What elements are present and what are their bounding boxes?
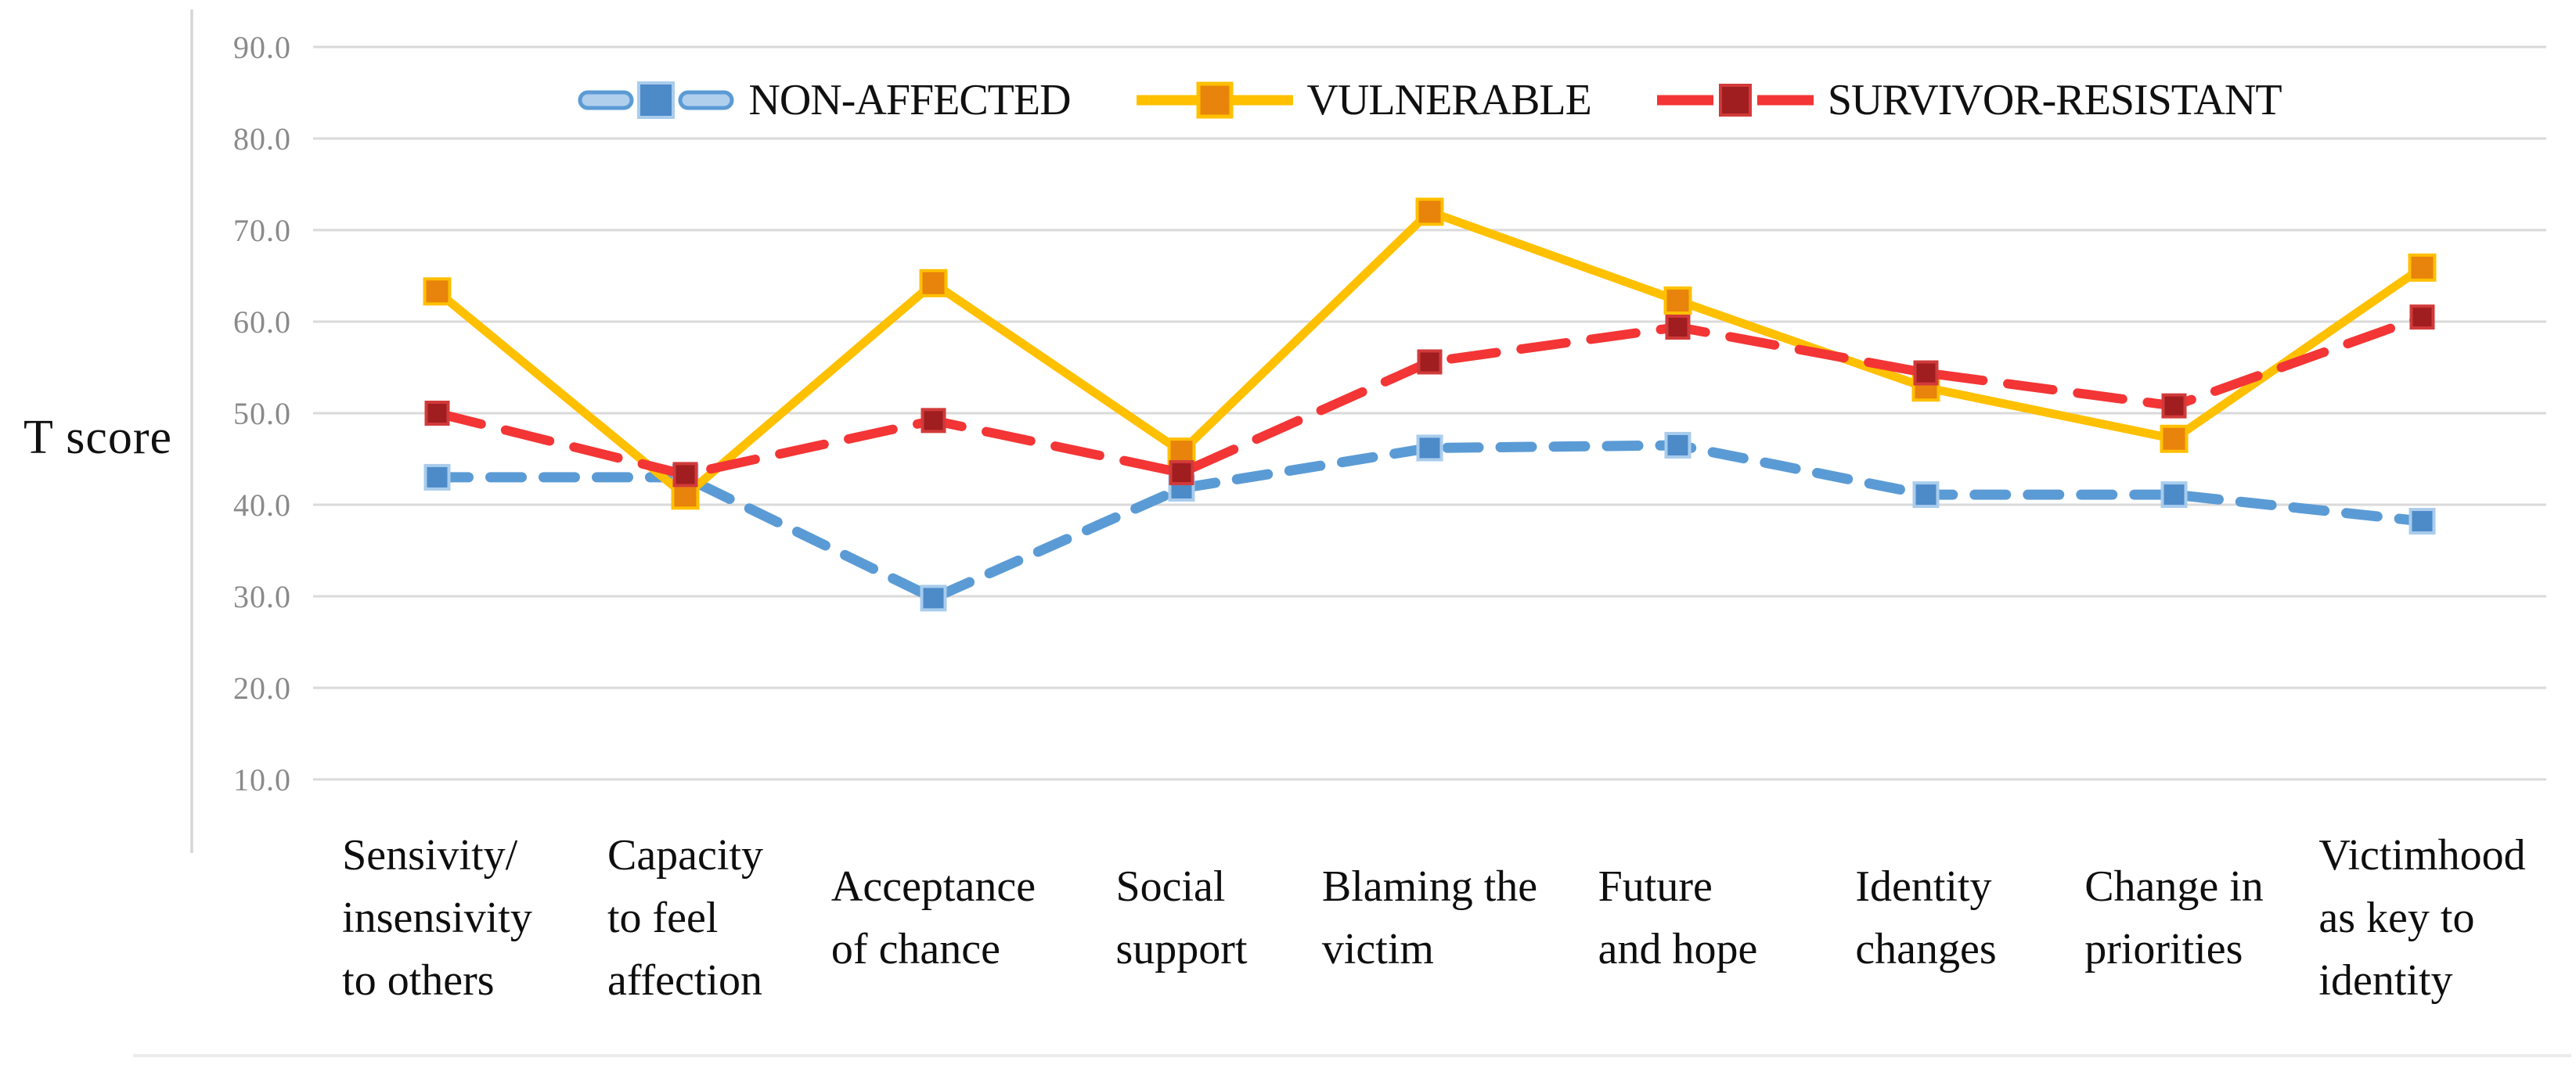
data-point-marker-vulnerable [671,481,700,510]
data-point-marker-non-affected [1664,431,1692,459]
data-point-marker-vulnerable [423,277,452,306]
y-axis-tick-label: 40.0 [233,488,291,523]
category-label-text: Sensivity/insensivity to others [342,831,532,1005]
legend-label-survivor-resistant: SURVIVOR-RESISTANT [1827,76,2282,124]
legend-label-vulnerable: VULNERABLE [1306,76,1592,124]
legend-line-marker-glyph [578,81,734,119]
category-label-text: Social support [1115,862,1248,973]
y-axis-tick-label: 70.0 [233,213,291,248]
legend-item-vulnerable: VULNERABLE [1136,75,1592,125]
legend-line-marker-glyph [1136,81,1293,119]
category-label-4: Social support [1041,804,1323,1031]
legend-swatch-vulnerable-icon [1136,77,1293,124]
category-label-text: Change in priorities [2084,862,2264,973]
y-axis-tick-label: 80.0 [233,121,291,157]
category-label-text: Blaming the victim [1321,862,1538,973]
data-point-marker-survivor-resistant [921,408,946,434]
data-point-marker-survivor-resistant [1417,349,1443,375]
legend-swatch-survivor-resistant-icon [1656,77,1814,124]
y-axis-tick-label: 50.0 [233,396,291,431]
legend-swatch-non-affected-icon [578,77,734,124]
data-point-marker-non-affected [1416,434,1443,462]
legend-label-non-affected: NON-AFFECTED [748,76,1071,124]
data-point-marker-non-affected [920,585,947,612]
category-label-text: Future and hope [1598,862,1758,973]
data-point-marker-vulnerable [1415,197,1444,226]
chart-legend: NON-AFFECTED VULNERABLE SURVIVOR-RESISTA… [313,75,2546,125]
data-point-marker-survivor-resistant [424,401,450,426]
data-point-marker-survivor-resistant [672,462,698,488]
data-point-marker-non-affected [1912,481,1940,509]
category-label-1: Sensivity/insensivity to others [297,804,578,1031]
category-label-text: Acceptance of chance [830,862,1036,973]
category-label-text: Capacity to feel affection [607,831,764,1005]
category-label-text: Victimhood as key to identity [2318,831,2526,1005]
data-point-marker-vulnerable [919,268,948,297]
data-point-marker-non-affected [2160,481,2188,509]
category-label-8: Change in priorities [2034,804,2315,1031]
x-axis-category-labels: Sensivity/insensivity to others Capacity to… [0,804,2576,1031]
data-point-marker-vulnerable [2408,253,2437,282]
y-axis-tick-label: 10.0 [233,762,291,797]
legend-item-survivor-resistant: SURVIVOR-RESISTANT [1656,75,2282,125]
y-axis-title: T score [23,411,173,464]
data-point-marker-survivor-resistant [2161,393,2187,419]
data-point-marker-survivor-resistant [1169,460,1194,486]
data-point-marker-survivor-resistant [1665,315,1691,340]
category-label-5: Blaming the victim [1289,804,1571,1031]
legend-item-non-affected: NON-AFFECTED [578,75,1072,125]
data-point-marker-survivor-resistant [1913,360,1939,386]
category-label-text: Identity changes [1855,862,1997,973]
data-point-marker-survivor-resistant [2409,304,2435,330]
data-point-marker-non-affected [423,463,451,491]
y-axis-tick-label: 30.0 [233,579,291,614]
category-label-9: Victimhood as key to identity [2282,804,2563,1031]
y-axis-tick-label: 90.0 [233,30,291,65]
category-label-7: Identity changes [1785,804,2067,1031]
legend-line-marker-glyph [1656,84,1814,117]
y-axis-tick-label: 20.0 [233,671,291,706]
data-point-marker-vulnerable [1663,286,1692,315]
data-point-marker-vulnerable [2160,424,2189,453]
category-label-6: Future and hope [1537,804,1819,1031]
data-point-marker-non-affected [2408,508,2436,535]
category-label-2: Capacity to feel affection [545,804,827,1031]
y-axis-tick-label: 60.0 [233,304,291,340]
category-label-3: Acceptance of chance [793,804,1075,1031]
